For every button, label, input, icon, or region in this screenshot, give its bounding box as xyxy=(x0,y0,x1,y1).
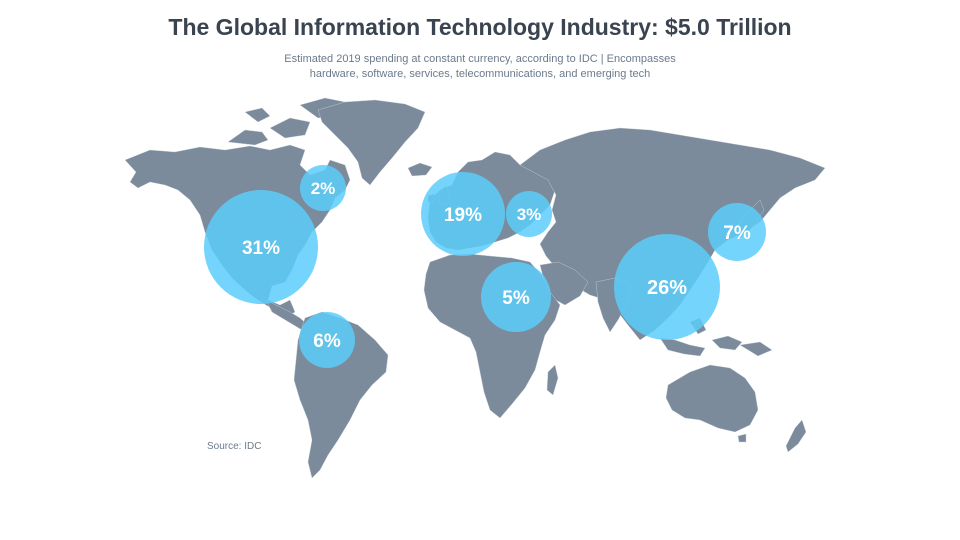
bubble-label-asia-pacific: 26% xyxy=(647,277,687,299)
source-note: Source: IDC xyxy=(207,441,262,452)
bubble-label-western-europe: 19% xyxy=(444,205,482,226)
bubble-middle-east-africa xyxy=(481,262,551,332)
land-arctic-islands xyxy=(227,97,346,146)
bubble-label-central-eastern-europe: 3% xyxy=(517,205,542,224)
land-iceland xyxy=(407,162,433,177)
land-madagascar xyxy=(546,364,559,396)
bubble-canada xyxy=(300,165,346,211)
bubbles: 2% 31% 19% 3% 7% 5% 26% 6% xyxy=(204,165,766,368)
bubble-label-middle-east-africa: 5% xyxy=(502,288,530,309)
bubble-united-states xyxy=(204,190,318,304)
bubble-japan xyxy=(708,203,766,261)
bubble-label-united-states: 31% xyxy=(242,238,280,259)
subtitle: Estimated 2019 spending at constant curr… xyxy=(230,52,730,82)
land-new-zealand xyxy=(785,419,807,453)
land-greenland xyxy=(317,99,426,186)
subtitle-line-1: Estimated 2019 spending at constant curr… xyxy=(284,53,676,65)
bubble-central-eastern-europe xyxy=(506,191,552,237)
subtitle-line-2: hardware, software, services, telecommun… xyxy=(309,68,651,80)
bubble-western-europe xyxy=(421,172,505,256)
bubble-label-latin-america: 6% xyxy=(313,331,341,352)
land-australia xyxy=(665,364,759,433)
land-southeast-asia-islands xyxy=(659,317,773,357)
land-tasmania xyxy=(737,433,747,443)
page-title: The Global Information Technology Indust… xyxy=(168,14,792,40)
bubble-asia-pacific xyxy=(614,234,720,340)
bubble-label-japan: 7% xyxy=(723,223,751,244)
bubble-label-canada: 2% xyxy=(311,179,336,198)
bubble-latin-america xyxy=(299,312,355,368)
